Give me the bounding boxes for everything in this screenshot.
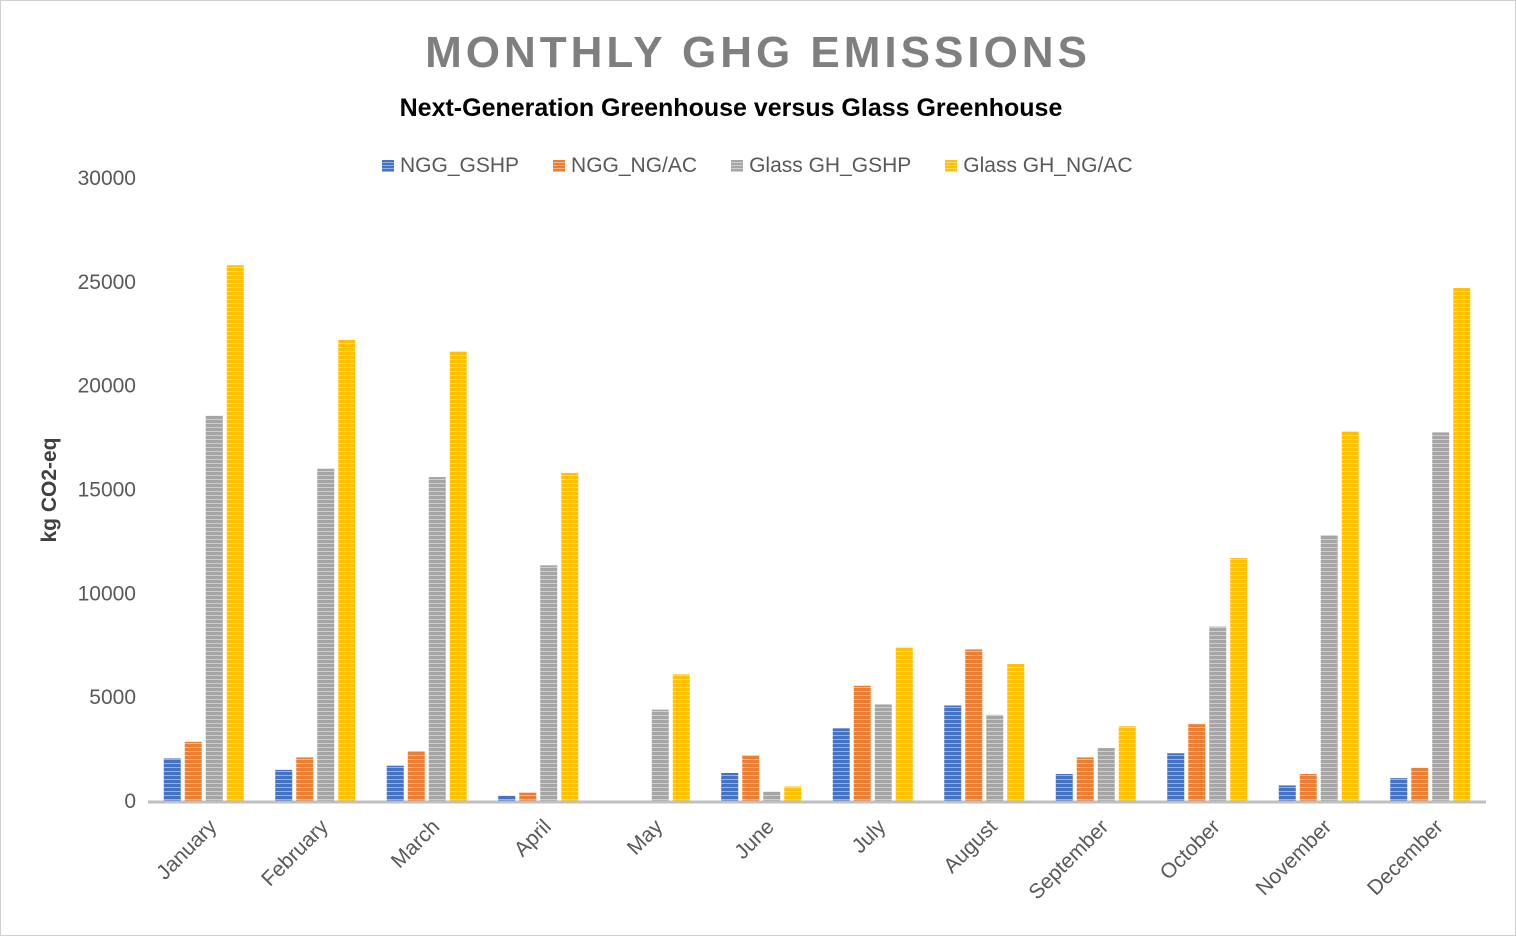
bar [226, 265, 244, 802]
legend-label: NGG_GSHP [400, 154, 520, 177]
bar [1432, 432, 1450, 801]
bar [163, 758, 181, 801]
bar [338, 339, 356, 801]
bar [895, 647, 913, 801]
bar [874, 704, 892, 801]
x-tick-label: March [387, 815, 445, 873]
bar [428, 477, 446, 801]
bar [386, 765, 404, 801]
x-tick-label: May [623, 815, 668, 860]
y-tick-label: 20000 [78, 375, 136, 398]
x-tick-label: October [1156, 815, 1225, 884]
x-tick-label: January [152, 815, 221, 884]
bar [944, 705, 962, 801]
bar [1453, 288, 1471, 801]
bar [742, 755, 760, 801]
bar [763, 791, 781, 801]
legend-item: NGG_NG/AC [553, 154, 697, 178]
x-tick-label: June [730, 815, 778, 863]
x-tick-label: August [939, 815, 1002, 878]
bar [449, 351, 467, 801]
x-tick-label: July [848, 815, 891, 858]
legend-label: Glass GH_GSHP [749, 154, 912, 177]
legend-swatch [945, 160, 958, 172]
bar [498, 795, 516, 801]
bar [296, 757, 314, 801]
y-tick-label: 0 [124, 790, 136, 813]
x-tick-label: April [510, 815, 556, 861]
bar [184, 741, 202, 801]
bar [965, 649, 983, 801]
bar [1390, 778, 1408, 801]
y-tick-label: 5000 [89, 686, 136, 709]
bar [1320, 535, 1338, 801]
bar [1299, 774, 1317, 801]
bar [721, 772, 739, 801]
bar [205, 415, 223, 801]
legend-item: Glass GH_NG/AC [945, 154, 1132, 178]
x-tick-label: February [257, 815, 333, 891]
chart-subtitle: Next-Generation Greenhouse versus Glass … [399, 94, 1063, 122]
bar [1118, 726, 1136, 801]
bar [1055, 774, 1073, 801]
bar [1188, 724, 1206, 801]
bar [1278, 785, 1296, 801]
chart-title: MONTHLY GHG EMISSIONS [425, 28, 1091, 77]
x-tick-label: November [1252, 815, 1337, 900]
bar [1341, 431, 1359, 801]
bar [1411, 767, 1429, 801]
legend-item: Glass GH_GSHP [731, 154, 911, 178]
bar [519, 792, 537, 801]
legend-label: Glass GH_NG/AC [963, 154, 1133, 177]
bar [1167, 753, 1185, 801]
bar [986, 714, 1004, 801]
bar [651, 709, 669, 801]
y-tick-label: 30000 [78, 167, 136, 190]
bar [1097, 748, 1115, 801]
bar [672, 674, 690, 801]
bar [540, 565, 558, 801]
bar [1076, 757, 1094, 801]
legend-swatch [731, 160, 744, 172]
legend-swatch [553, 160, 566, 172]
bar [853, 685, 871, 801]
bar [407, 751, 425, 801]
bar [317, 468, 335, 801]
legend: NGG_GSHP NGG_NG/AC Glass GH_GSHP Glass GH_N… [382, 152, 1166, 180]
bar [784, 786, 802, 801]
bar [832, 728, 850, 801]
x-tick-label: September [1024, 815, 1113, 904]
bar [561, 472, 579, 801]
x-tick-label: December [1363, 815, 1448, 900]
bar [1230, 558, 1248, 801]
bar [275, 769, 293, 801]
legend-item: NGG_GSHP [382, 154, 519, 178]
y-tick-label: 25000 [78, 271, 136, 294]
y-tick-label: 10000 [78, 582, 136, 605]
bar [1209, 626, 1227, 801]
bar [1007, 663, 1025, 801]
y-tick-label: 15000 [78, 479, 136, 502]
legend-swatch [382, 160, 394, 172]
legend-label: NGG_NG/AC [571, 154, 698, 177]
